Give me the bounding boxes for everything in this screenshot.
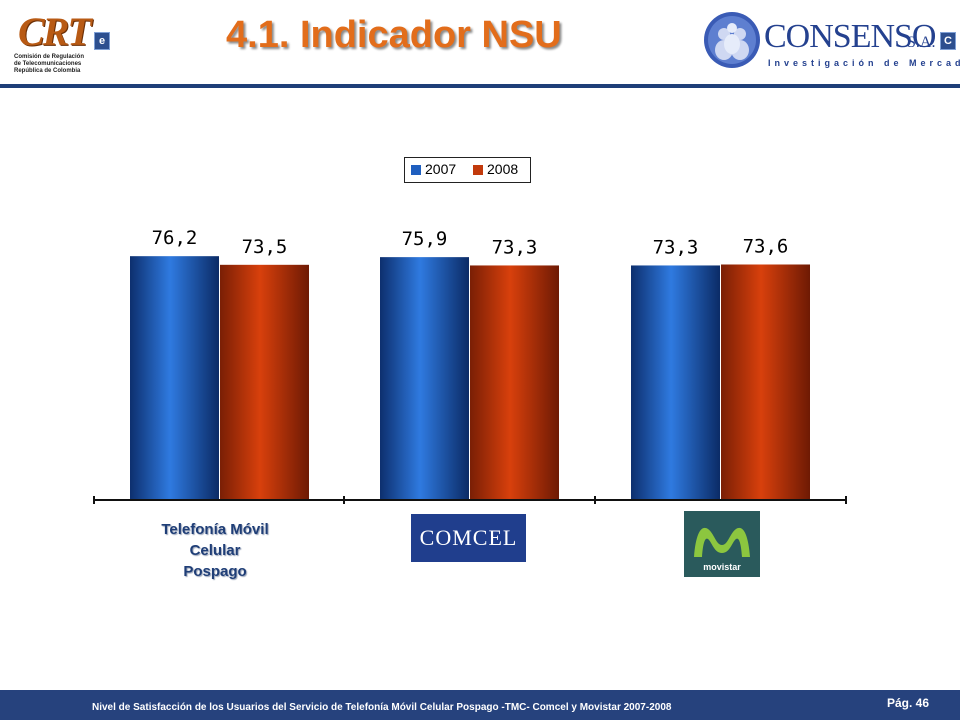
bar-2007-2 bbox=[631, 265, 720, 500]
bar-chart: 76,2 73,5 75,9 73,3 73,3 73,6 bbox=[93, 227, 847, 504]
slide-header: CRT e Comisión de Regulación de Telecomu… bbox=[0, 0, 960, 86]
crt-logo-mark: CRT bbox=[18, 9, 92, 54]
crt-logo-line: República de Colombia bbox=[14, 68, 81, 74]
slide-title: 4.1. Indicador NSU bbox=[226, 14, 562, 56]
movistar-logo-text: movistar bbox=[703, 562, 741, 572]
page-number: Pág. 46 bbox=[887, 696, 930, 710]
comcel-logo: COMCEL bbox=[411, 514, 526, 562]
bar-2008-1 bbox=[470, 265, 559, 500]
consenso-logo: CONSENSO S.A. C Investigación de Mercado… bbox=[700, 8, 960, 80]
consenso-logo-tagline: Investigación de Mercados bbox=[768, 58, 960, 68]
data-label-2007-1: 75,9 bbox=[402, 228, 448, 250]
comcel-logo-text: COMCEL bbox=[419, 525, 518, 550]
crt-logo-line: de Telecomunicaciones bbox=[14, 61, 82, 67]
chart-legend: 2007 2008 bbox=[404, 157, 531, 183]
crt-logo-text: Comisión de Regulación de Telecomunicaci… bbox=[14, 54, 84, 75]
footer-text: Nivel de Satisfacción de los Usuarios de… bbox=[92, 702, 672, 713]
data-label-2007-2: 73,3 bbox=[653, 236, 699, 258]
footer-bar bbox=[0, 690, 960, 720]
legend-swatch-2008 bbox=[473, 165, 483, 175]
category-label-line: Telefonía Móvil bbox=[161, 521, 269, 538]
consenso-logo-badge: C bbox=[940, 32, 956, 50]
consenso-logo-suffix: S.A. bbox=[907, 34, 936, 51]
legend-label-2008: 2008 bbox=[487, 161, 519, 177]
data-label-2007-0: 76,2 bbox=[152, 227, 198, 249]
category-label-line: Celular bbox=[189, 542, 241, 559]
category-label-pospago: Telefonía Móvil Celular Pospago bbox=[140, 519, 290, 582]
bar-2008-0 bbox=[220, 264, 309, 500]
consenso-globe-icon bbox=[704, 12, 760, 68]
legend-swatch-2007 bbox=[411, 165, 421, 175]
category-label-line: Pospago bbox=[183, 563, 247, 580]
legend-label-2007: 2007 bbox=[425, 161, 457, 177]
crt-logo: CRT e Comisión de Regulación de Telecomu… bbox=[10, 8, 120, 80]
movistar-m-icon bbox=[694, 527, 750, 557]
bar-2007-0 bbox=[130, 256, 219, 500]
header-rule bbox=[0, 84, 960, 88]
bar-2007-1 bbox=[380, 257, 469, 500]
movistar-logo: movistar bbox=[684, 511, 760, 577]
crt-logo-badge: e bbox=[94, 32, 110, 50]
crt-logo-line: Comisión de Regulación bbox=[14, 54, 85, 60]
bar-2008-2 bbox=[721, 264, 810, 500]
data-label-2008-2: 73,6 bbox=[743, 235, 789, 257]
consenso-logo-name: CONSENSO bbox=[764, 18, 936, 55]
data-label-2008-0: 73,5 bbox=[242, 236, 288, 258]
data-label-2008-1: 73,3 bbox=[492, 236, 538, 258]
